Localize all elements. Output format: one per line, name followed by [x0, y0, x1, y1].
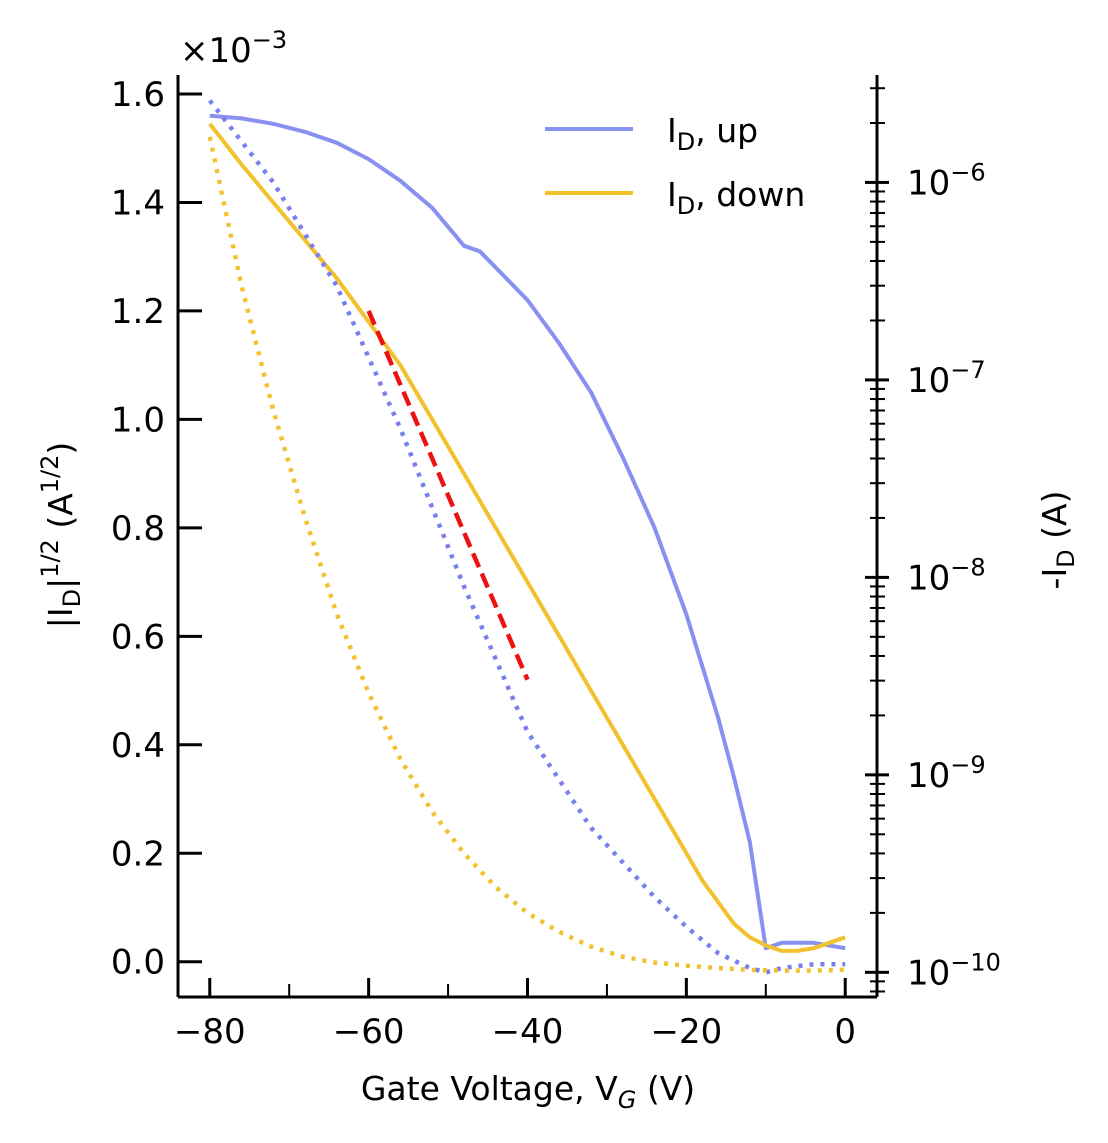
- x-tick-label: −80: [174, 1012, 246, 1052]
- series-line-0: [209, 113, 846, 951]
- y-left-tick-label: 0.0: [111, 943, 165, 983]
- x-tick-label: 0: [834, 1012, 856, 1052]
- y-left-tick-label: 1.0: [111, 400, 165, 440]
- y-left-tick-label: 0.6: [111, 617, 165, 657]
- y-right-tick-label: 10−7: [907, 356, 986, 401]
- y-right-tick-label: 10−9: [907, 751, 986, 796]
- legend: ID, up ID, down: [545, 111, 805, 220]
- x-tick-label: −20: [650, 1012, 722, 1052]
- ticks: [178, 87, 889, 997]
- y-left-multiplier: ×10−3: [180, 26, 287, 71]
- series-line-2: [208, 99, 846, 975]
- tick-labels: −80 −60 −40 −20 0 0.0 0.2 0.4 0.6 0.8 1.0 1.2 1.4 1.6…: [111, 75, 1001, 1052]
- y-left-axis-label: |ID|1/2 (A1/2): [36, 442, 86, 629]
- x-tick-label: −40: [492, 1012, 564, 1052]
- legend-label-up: ID, up: [667, 111, 758, 156]
- y-left-tick-label: 1.2: [111, 292, 165, 332]
- legend-label-down: ID, down: [667, 175, 805, 220]
- series-line-4: [366, 310, 530, 681]
- y-right-axis-label: -ID (A): [1035, 491, 1080, 590]
- y-left-tick-label: 0.8: [111, 509, 165, 549]
- x-axis-label: Gate Voltage, VG (V): [361, 1069, 695, 1114]
- x-tick-label: −60: [333, 1012, 405, 1052]
- y-right-tick-label: 10−6: [907, 158, 986, 203]
- y-right-tick-label: 10−8: [907, 553, 986, 598]
- y-left-tick-label: 1.6: [111, 75, 165, 115]
- plot-lines: [207, 99, 846, 975]
- y-left-tick-label: 0.4: [111, 726, 165, 766]
- y-right-tick-label: 10−10: [907, 948, 1001, 993]
- y-left-tick-label: 0.2: [111, 834, 165, 874]
- series-line-1: [208, 122, 846, 953]
- y-left-tick-label: 1.4: [111, 183, 165, 223]
